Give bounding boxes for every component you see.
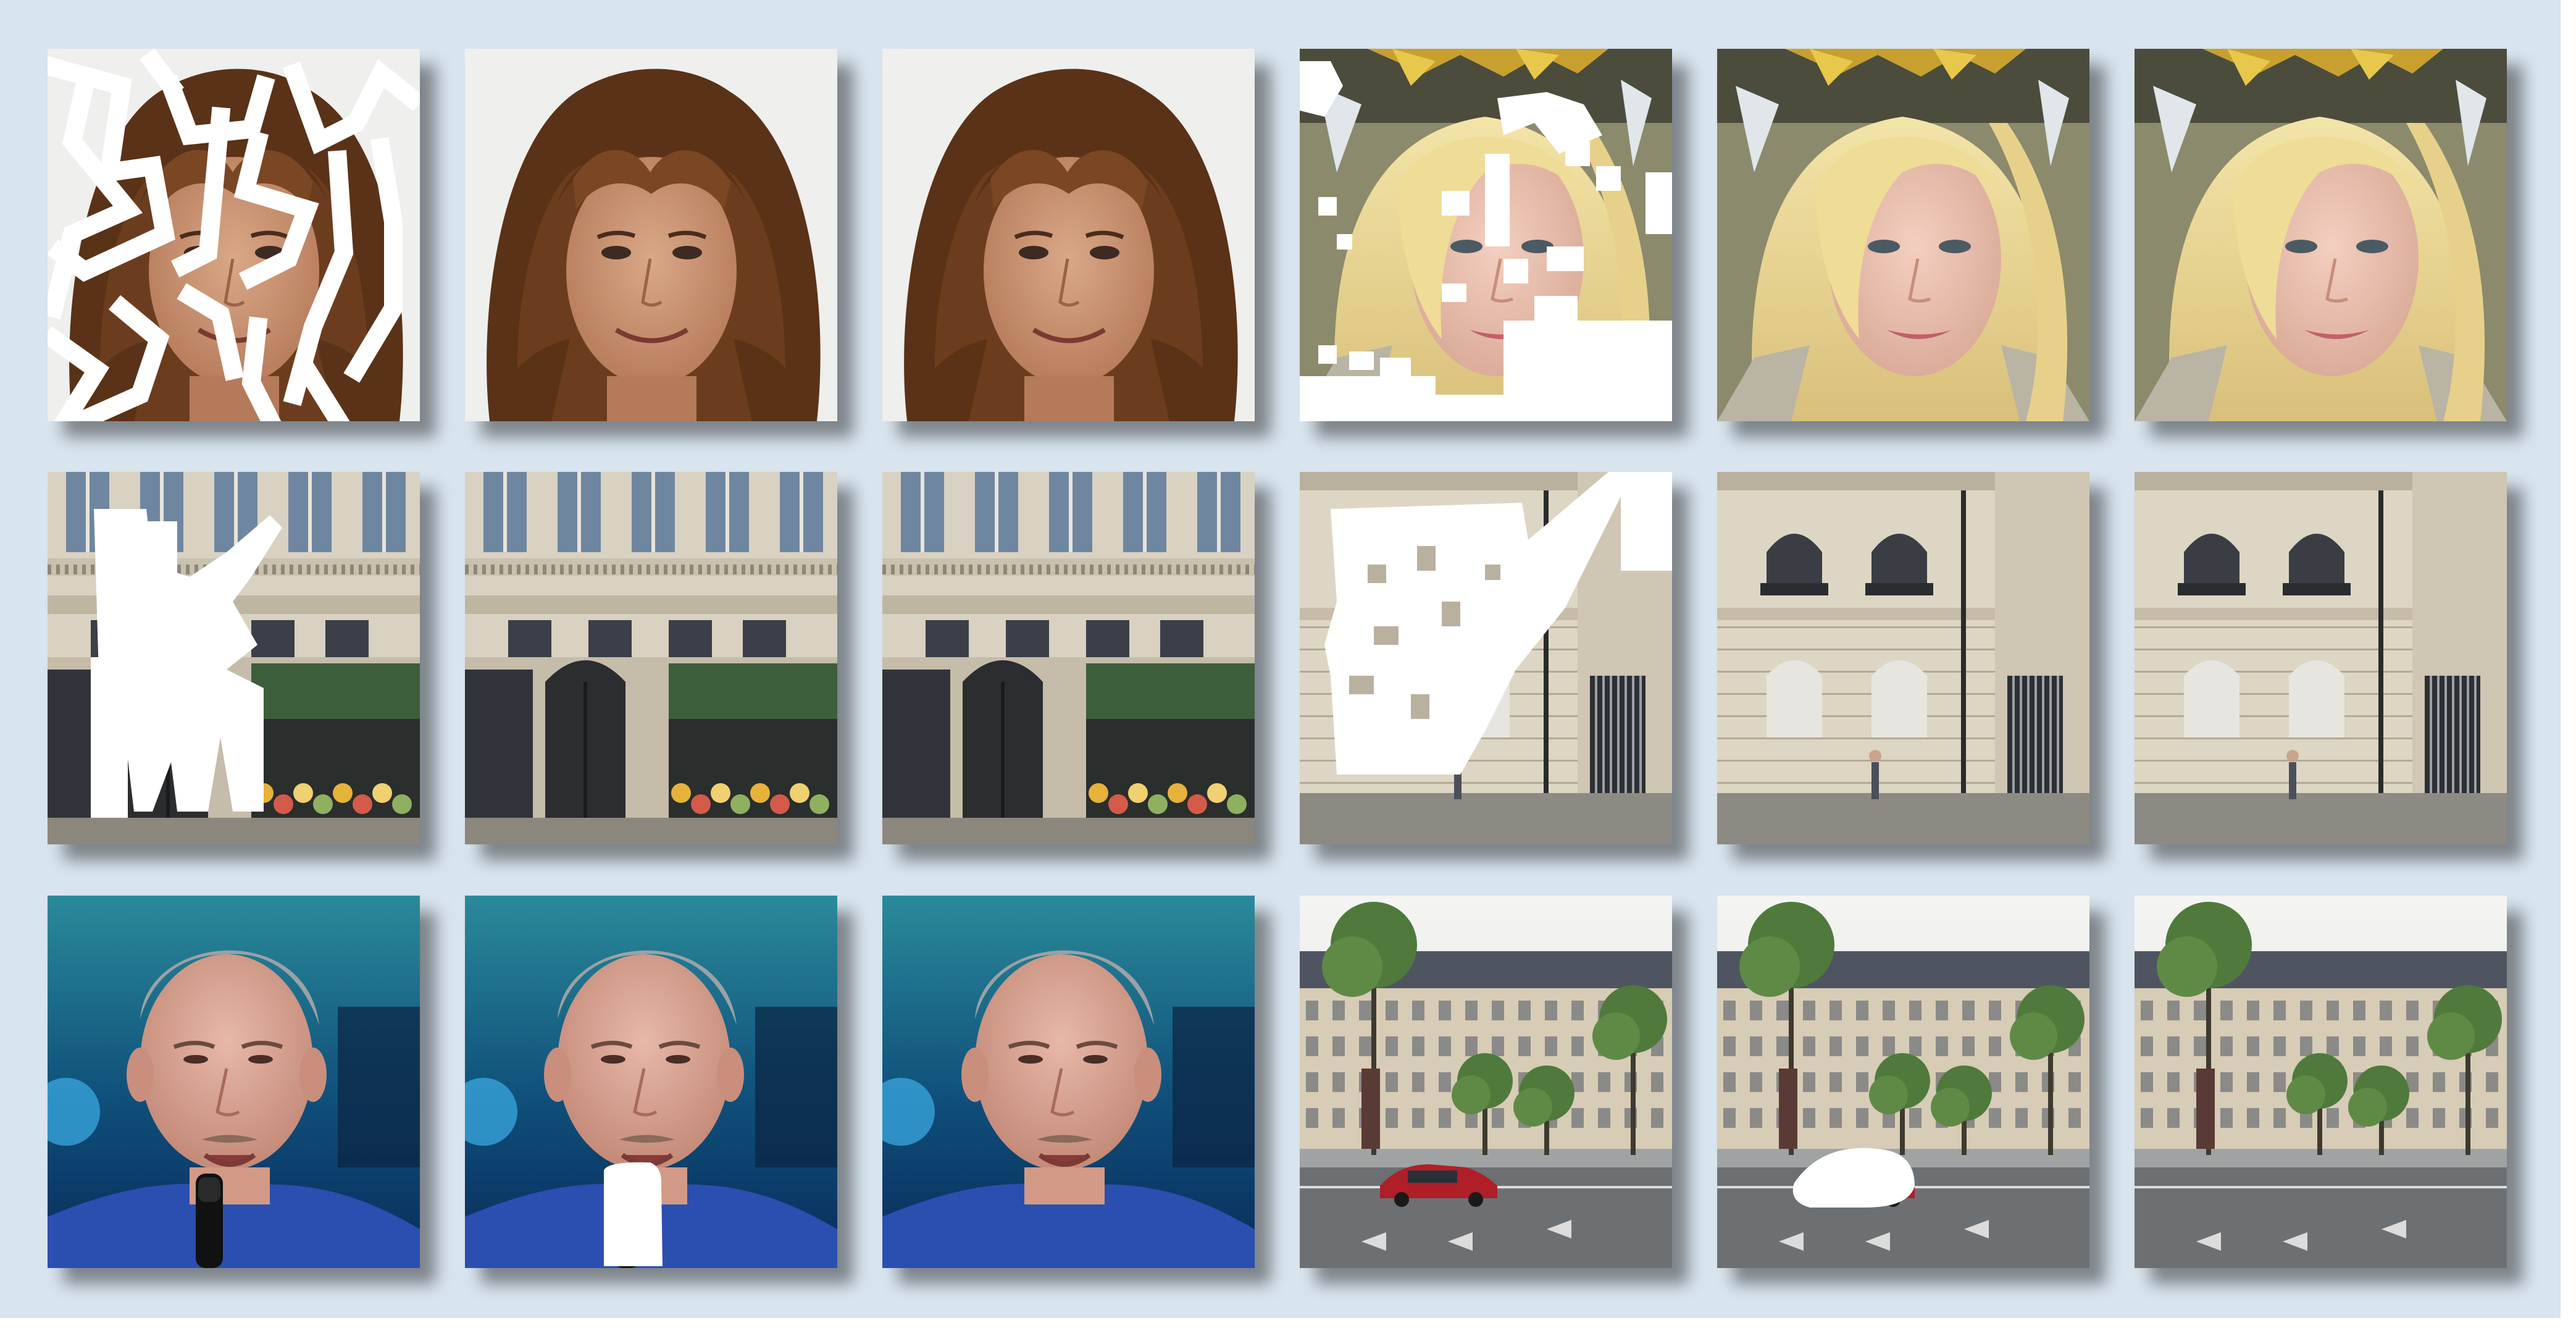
image-tile-face-blonde-original: [2135, 49, 2507, 421]
facade-shop-original-picture: [882, 472, 1255, 844]
facade-windows-result-picture: [1717, 472, 2089, 844]
street-car-original-picture: [1300, 896, 1672, 1268]
facade-windows-original-picture: [2135, 472, 2507, 844]
image-tile-facade-windows-masked: [1300, 472, 1672, 844]
man-microphone-result-picture: [882, 896, 1255, 1268]
image-tile-facade-shop-masked: [48, 472, 420, 844]
man-microphone-original-picture: [48, 896, 420, 1268]
image-tile-man-microphone-original: [48, 896, 420, 1268]
facade-windows-masked-picture: [1300, 472, 1672, 844]
image-tile-facade-windows-original: [2135, 472, 2507, 844]
image-tile-face-brown-curly-masked: [48, 49, 420, 421]
street-car-result-picture: [2135, 896, 2507, 1268]
street-car-masked-picture: [1717, 896, 2089, 1268]
image-tile-face-brown-curly-original: [882, 49, 1255, 421]
image-tile-street-car-masked: [1717, 896, 2089, 1268]
facade-shop-result-picture: [465, 472, 837, 844]
image-tile-man-microphone-result: [882, 896, 1255, 1268]
image-tile-facade-windows-result: [1717, 472, 2089, 844]
face-brown-curly-original-picture: [882, 49, 1255, 421]
image-tile-facade-shop-result: [465, 472, 837, 844]
face-brown-curly-result-picture: [465, 49, 837, 421]
image-tile-man-microphone-masked: [465, 896, 837, 1268]
face-blonde-result-picture: [1717, 49, 2089, 421]
facade-shop-masked-picture: [48, 472, 420, 844]
face-blonde-original-picture: [2135, 49, 2507, 421]
image-tile-face-blonde-result: [1717, 49, 2089, 421]
image-tile-face-blonde-masked: [1300, 49, 1672, 421]
man-microphone-masked-picture: [465, 896, 837, 1268]
face-blonde-masked-picture: [1300, 49, 1672, 421]
image-tile-face-brown-curly-result: [465, 49, 837, 421]
image-tile-street-car-original: [1300, 896, 1672, 1268]
image-tile-street-car-result: [2135, 896, 2507, 1268]
image-tile-facade-shop-original: [882, 472, 1255, 844]
face-brown-curly-masked-picture: [48, 49, 420, 421]
